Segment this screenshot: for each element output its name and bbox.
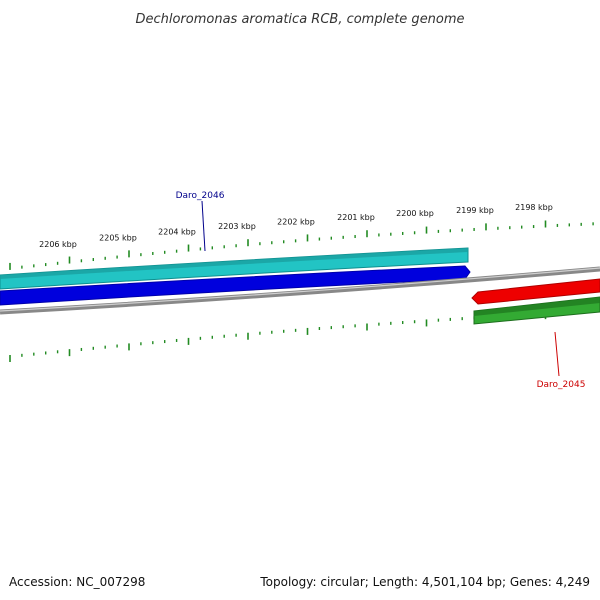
gene-label-daro-2046[interactable]: Daro_2046: [176, 191, 225, 201]
scale-tick-label: 2199 kbp: [456, 206, 494, 215]
gene-daro-2045-outer-shade: [474, 297, 600, 316]
scale-tick-label: 2201 kbp: [337, 213, 375, 222]
gene-reverse-inner[interactable]: [471, 278, 600, 305]
genome-backbone-highlight: [0, 267, 600, 312]
leader-line-daro-2045: [554, 331, 560, 377]
scale-tick-label: 2198 kbp: [515, 203, 553, 212]
scale-tick-label: 2202 kbp: [277, 217, 315, 226]
map-title: Dechloromonas aromatica RCB, complete ge…: [135, 12, 464, 27]
outer-ticks: [9, 220, 594, 270]
gene-daro-2046-outer-highlight: [0, 248, 468, 279]
gene-label-daro-2045[interactable]: Daro_2045: [537, 380, 586, 390]
genome-summary-text: Topology: circular; Length: 4,501,104 bp…: [259, 575, 590, 589]
scale-tick-label: 2205 kbp: [99, 233, 137, 242]
leader-line-daro-2046: [201, 200, 206, 252]
gene-forward-inner[interactable]: [0, 265, 471, 306]
tick-labels: 2206 kbp 2205 kbp 2204 kbp 2203 kbp 2202 kbp…: [39, 203, 553, 249]
scale-tick-label: 2200 kbp: [396, 209, 434, 218]
scale-tick-label: 2206 kbp: [39, 240, 77, 249]
genome-backbone: [0, 266, 600, 315]
accession-text: Accession: NC_007298: [9, 575, 145, 589]
scale-tick-label: 2204 kbp: [158, 228, 196, 237]
scale-tick-label: 2203 kbp: [218, 222, 256, 231]
